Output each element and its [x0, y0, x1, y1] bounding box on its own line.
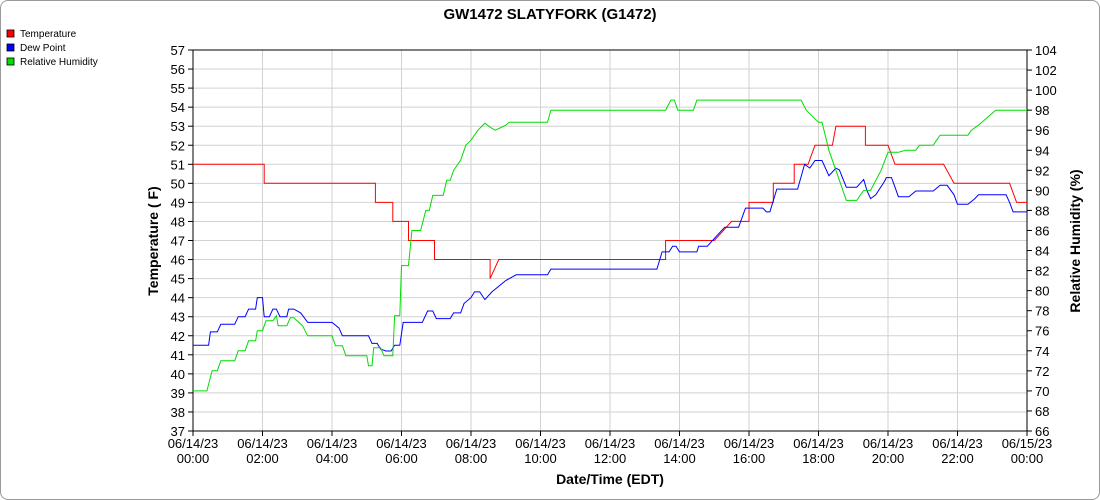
x-tick-date: 06/14/23 [168, 436, 219, 451]
right-axis-title: Relative Humidity (%) [1067, 169, 1083, 312]
relative-humidity-legend-label: Relative Humidity [20, 57, 98, 68]
x-tick-date: 06/14/23 [237, 436, 288, 451]
right-tick-label: 98 [1035, 103, 1049, 118]
x-tick-date: 06/14/23 [376, 436, 427, 451]
left-tick-label: 49 [171, 195, 185, 210]
x-tick-time: 04:00 [316, 451, 349, 466]
left-tick-label: 55 [171, 81, 185, 96]
legend: Temperature Dew Point Relative Humidity [6, 29, 98, 68]
dew-point-legend-label: Dew Point [20, 43, 66, 54]
x-tick-time: 00:00 [1011, 451, 1044, 466]
right-tick-label: 72 [1035, 364, 1049, 379]
left-tick-label: 39 [171, 386, 185, 401]
left-tick-label: 42 [171, 329, 185, 344]
left-tick-label: 41 [171, 348, 185, 363]
right-tick-label: 100 [1035, 83, 1057, 98]
right-axis-ticks: 66 68 70 72 74 76 78 80 82 84 86 88 90 92 94 96 98 100 102… [1027, 43, 1057, 439]
left-tick-label: 51 [171, 157, 185, 172]
right-tick-label: 96 [1035, 123, 1049, 138]
right-tick-label: 102 [1035, 63, 1057, 78]
x-tick-date: 06/14/23 [307, 436, 358, 451]
right-tick-label: 94 [1035, 143, 1049, 158]
x-tick-date: 06/15/23 [1002, 436, 1053, 451]
left-tick-label: 40 [171, 367, 185, 382]
right-tick-label: 78 [1035, 304, 1049, 319]
x-tick-time: 08:00 [455, 451, 488, 466]
left-tick-label: 38 [171, 405, 185, 420]
left-tick-label: 57 [171, 43, 185, 58]
right-tick-label: 104 [1035, 43, 1057, 58]
left-tick-label: 47 [171, 234, 185, 249]
x-tick-time: 00:00 [177, 451, 210, 466]
x-tick-time: 20:00 [872, 451, 905, 466]
left-tick-label: 45 [171, 272, 185, 287]
right-tick-label: 70 [1035, 384, 1049, 399]
right-tick-label: 82 [1035, 264, 1049, 279]
relative-humidity-line [193, 99, 1027, 392]
right-tick-label: 90 [1035, 183, 1049, 198]
right-tick-label: 80 [1035, 284, 1049, 299]
temperature-legend-swatch [6, 29, 15, 38]
left-tick-label: 43 [171, 310, 185, 325]
right-tick-label: 76 [1035, 324, 1049, 339]
x-tick-date: 06/14/23 [932, 436, 983, 451]
series-lines [193, 99, 1027, 392]
x-tick-date: 06/14/23 [585, 436, 636, 451]
x-axis-title: Date/Time (EDT) [556, 471, 664, 487]
x-tick-time: 18:00 [802, 451, 835, 466]
x-tick-date: 06/14/23 [793, 436, 844, 451]
right-tick-label: 74 [1035, 344, 1049, 359]
right-tick-label: 86 [1035, 223, 1049, 238]
left-tick-label: 46 [171, 253, 185, 268]
x-tick-time: 02:00 [246, 451, 279, 466]
left-tick-label: 37 [171, 424, 185, 439]
left-tick-label: 54 [171, 100, 185, 115]
dew-point-legend-swatch [6, 43, 15, 52]
left-axis-ticks: 37 38 39 40 41 42 43 44 45 46 47 48 49 50 51 52 53 54 55 56… [171, 43, 193, 439]
left-tick-label: 53 [171, 119, 185, 134]
x-tick-time: 16:00 [733, 451, 766, 466]
left-tick-label: 44 [171, 291, 185, 306]
x-tick-time: 22:00 [941, 451, 974, 466]
left-tick-label: 52 [171, 138, 185, 153]
x-tick-date: 06/14/23 [446, 436, 497, 451]
left-tick-label: 56 [171, 62, 185, 77]
x-tick-date: 06/14/23 [654, 436, 705, 451]
right-tick-label: 84 [1035, 244, 1049, 259]
left-tick-label: 50 [171, 176, 185, 191]
x-tick-time: 10:00 [524, 451, 557, 466]
x-tick-date: 06/14/23 [724, 436, 775, 451]
x-tick-time: 12:00 [594, 451, 627, 466]
relative-humidity-legend-swatch [6, 57, 15, 66]
x-axis-ticks: 06/14/2300:0006/14/2302:0006/14/2304:000… [168, 431, 1053, 466]
chart-title: GW1472 SLATYFORK (G1472) [443, 6, 656, 23]
left-tick-label: 48 [171, 214, 185, 229]
x-tick-time: 06:00 [385, 451, 418, 466]
dew-point-line [193, 160, 1027, 352]
right-tick-label: 92 [1035, 163, 1049, 178]
x-tick-time: 14:00 [663, 451, 696, 466]
grid [192, 49, 1028, 432]
x-tick-date: 06/14/23 [515, 436, 566, 451]
x-tick-date: 06/14/23 [863, 436, 914, 451]
temperature-legend-label: Temperature [20, 29, 77, 40]
right-tick-label: 68 [1035, 404, 1049, 419]
right-tick-label: 66 [1035, 424, 1049, 439]
right-tick-label: 88 [1035, 203, 1049, 218]
left-axis-title: Temperature ( F) [145, 186, 161, 295]
